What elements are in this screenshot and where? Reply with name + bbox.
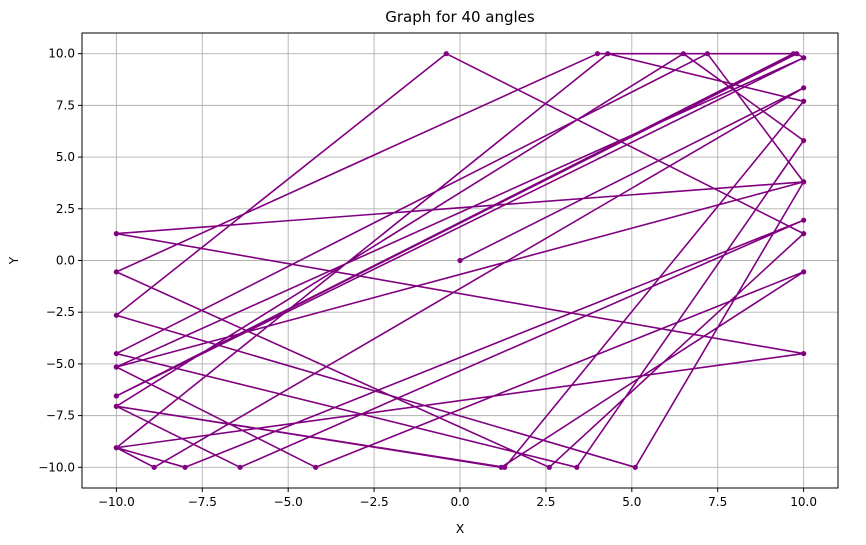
data-point [113,393,119,399]
data-point [313,464,319,470]
data-point [801,350,807,357]
series-line [115,52,805,469]
data-point [704,51,711,57]
data-point [113,445,119,451]
data-point [801,179,807,185]
y-axis-label: Y [6,256,21,265]
data-point [182,464,188,470]
data-point [801,55,807,61]
data-point [113,364,119,370]
data-point [801,98,807,104]
x-tick-label: 7.5 [708,495,727,509]
data-point [113,231,119,237]
chart-title: Graph for 40 angles [385,8,535,26]
x-tick-label: −10.0 [98,495,135,509]
x-axis-label: X [456,521,465,536]
y-tick-label: 7.5 [56,98,75,112]
data-point [113,269,119,275]
x-tick-label: 5.0 [622,495,641,509]
data-point [801,269,807,275]
data-point [113,403,119,409]
x-tick-label: 2.5 [536,495,555,509]
data-point [801,137,807,144]
x-tick-label: −2.5 [360,495,389,509]
data-point [801,85,807,91]
x-tick-label: −7.5 [188,495,217,509]
y-tick-label: −2.5 [46,305,75,319]
data-point [794,51,800,57]
y-tick-label: −10.0 [38,460,75,474]
data-point [113,312,119,318]
data-point [498,464,504,470]
y-tick-label: 2.5 [56,202,75,216]
data-point [237,464,243,470]
point-markers [113,51,807,470]
data-point [574,464,580,470]
series-path-layer [115,52,805,469]
axis-ticks: −10.0 −7.5 −5.0 −2.5 0.0 2.5 5.0 7.5 10.0 −10.0 −7… [38,47,817,509]
y-tick-label: 5.0 [56,150,75,164]
data-point [594,51,601,57]
data-point [546,464,552,470]
data-point [113,350,119,357]
data-point [151,464,157,470]
data-point [457,257,463,264]
x-tick-label: 10.0 [790,495,817,509]
data-point [680,51,686,57]
y-tick-label: 10.0 [48,47,75,61]
x-tick-label: 0.0 [450,495,469,509]
data-point [801,231,807,237]
y-tick-label: 0.0 [56,254,75,268]
data-point [605,51,611,57]
data-point [801,217,807,223]
y-tick-label: −7.5 [46,409,75,423]
data-point [632,464,638,470]
y-tick-label: −5.0 [46,357,75,371]
data-point [443,51,449,57]
x-tick-label: −5.0 [274,495,303,509]
